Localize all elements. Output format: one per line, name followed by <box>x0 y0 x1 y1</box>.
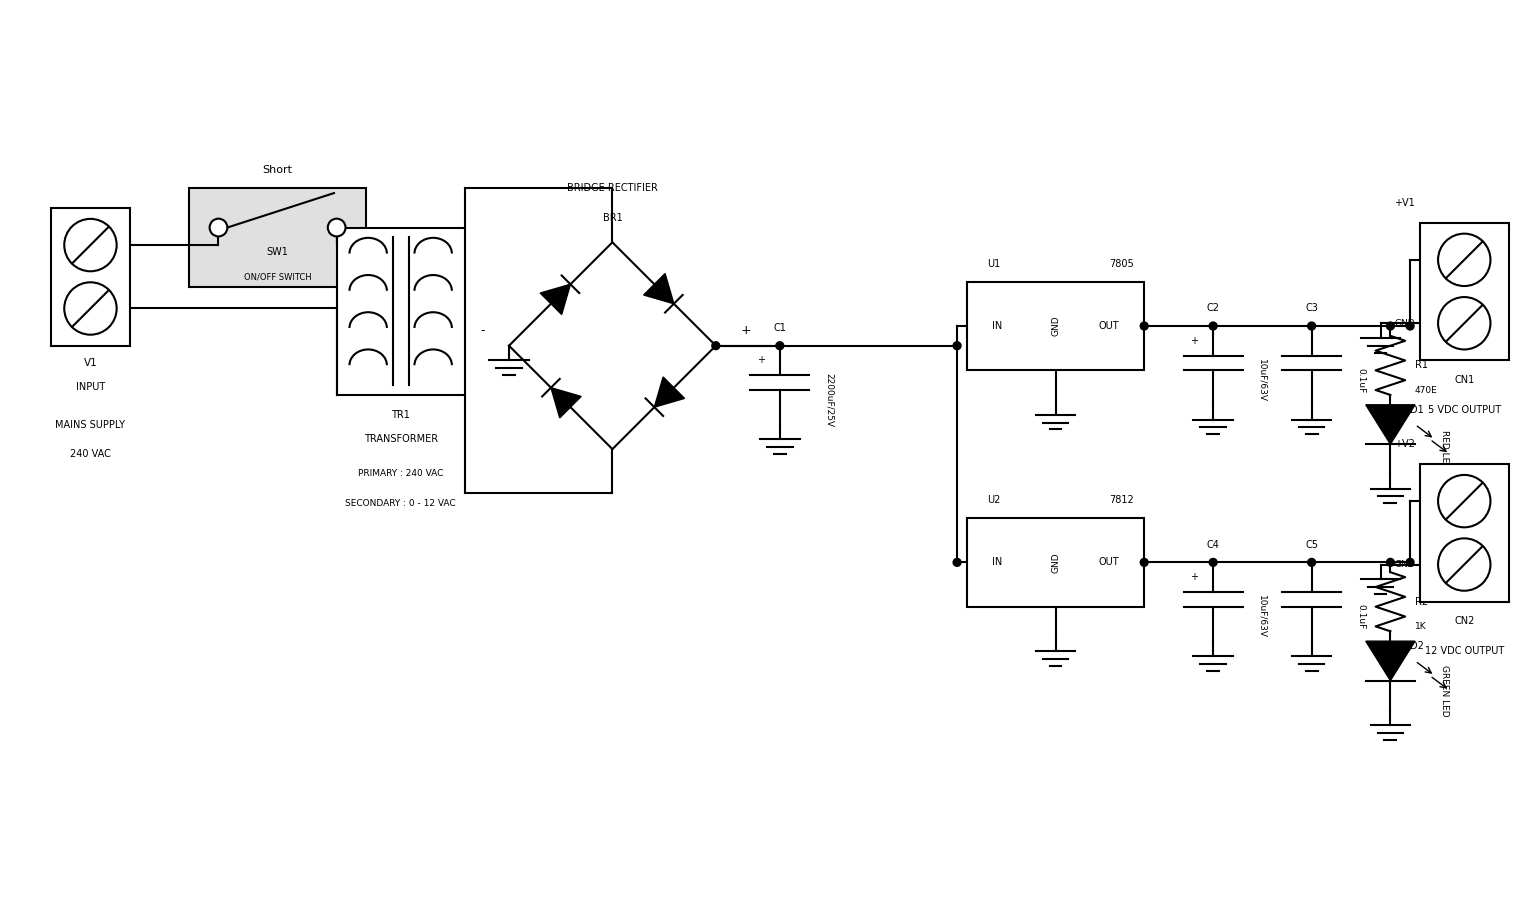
Text: 10uF/63V: 10uF/63V <box>1258 358 1267 401</box>
Text: INPUT: INPUT <box>75 382 104 392</box>
Circle shape <box>711 342 720 350</box>
Circle shape <box>1140 322 1147 330</box>
Text: C4: C4 <box>1207 539 1220 549</box>
Text: 7812: 7812 <box>1109 495 1135 505</box>
Text: TR1: TR1 <box>392 409 410 420</box>
Circle shape <box>65 282 117 335</box>
Text: GND: GND <box>1051 315 1060 336</box>
Text: BRIDGE RECTIFIER: BRIDGE RECTIFIER <box>567 183 657 193</box>
Circle shape <box>209 218 227 237</box>
Text: +V2: +V2 <box>1395 440 1415 449</box>
Text: GND: GND <box>1051 552 1060 573</box>
Text: R2: R2 <box>1415 597 1428 607</box>
Polygon shape <box>1366 405 1415 444</box>
Text: GND: GND <box>1395 319 1415 328</box>
Circle shape <box>1209 322 1217 330</box>
Text: -: - <box>1195 601 1198 611</box>
FancyBboxPatch shape <box>189 188 366 287</box>
Circle shape <box>1307 558 1315 567</box>
Text: -: - <box>762 385 765 395</box>
Text: TRANSFORMER: TRANSFORMER <box>364 434 438 444</box>
Text: OUT: OUT <box>1098 321 1120 331</box>
Text: R1: R1 <box>1415 360 1428 370</box>
Circle shape <box>1438 475 1490 527</box>
Text: U1: U1 <box>986 259 1000 269</box>
Bar <box>968 518 1144 607</box>
Text: OUT: OUT <box>1098 558 1120 568</box>
Text: -: - <box>1195 366 1198 376</box>
Polygon shape <box>551 388 581 418</box>
Text: IN: IN <box>992 558 1001 568</box>
Text: 1K: 1K <box>1415 622 1427 631</box>
Text: +: + <box>1190 572 1198 582</box>
Text: 0.1uF: 0.1uF <box>1356 604 1366 629</box>
Circle shape <box>1438 538 1490 590</box>
Text: ON/OFF SWITCH: ON/OFF SWITCH <box>244 272 312 282</box>
Text: 7805: 7805 <box>1109 259 1135 269</box>
Text: PRIMARY : 240 VAC: PRIMARY : 240 VAC <box>358 469 444 478</box>
Circle shape <box>65 218 117 271</box>
Text: D2: D2 <box>1410 641 1424 651</box>
Text: SW1: SW1 <box>267 247 289 257</box>
Circle shape <box>1438 234 1490 286</box>
Circle shape <box>1140 558 1147 567</box>
Text: D1: D1 <box>1410 405 1424 415</box>
Bar <box>1419 223 1508 360</box>
Text: C3: C3 <box>1306 303 1318 314</box>
Circle shape <box>1405 322 1415 330</box>
Polygon shape <box>644 273 674 303</box>
Circle shape <box>327 218 346 237</box>
Text: -: - <box>479 324 484 337</box>
Text: 470E: 470E <box>1415 386 1438 395</box>
Circle shape <box>776 342 783 350</box>
Bar <box>968 282 1144 370</box>
Bar <box>51 207 131 345</box>
Text: 2200uF/25V: 2200uF/25V <box>825 373 834 427</box>
Text: 0.1uF: 0.1uF <box>1356 367 1366 393</box>
Polygon shape <box>654 377 685 407</box>
Bar <box>1419 464 1508 601</box>
Text: 240 VAC: 240 VAC <box>71 449 111 459</box>
Circle shape <box>1387 322 1395 330</box>
Text: MAINS SUPPLY: MAINS SUPPLY <box>55 420 126 430</box>
Text: Short: Short <box>263 165 292 175</box>
Circle shape <box>1405 558 1415 567</box>
Circle shape <box>1438 297 1490 349</box>
Text: GREEN LED: GREEN LED <box>1441 664 1448 717</box>
Text: 5 VDC OUTPUT: 5 VDC OUTPUT <box>1427 405 1501 415</box>
Text: C1: C1 <box>774 323 786 333</box>
Text: +: + <box>740 324 751 337</box>
Polygon shape <box>1366 641 1415 681</box>
Text: 10uF/63V: 10uF/63V <box>1258 595 1267 638</box>
Text: 12 VDC OUTPUT: 12 VDC OUTPUT <box>1424 646 1504 656</box>
Text: +: + <box>1190 335 1198 345</box>
Circle shape <box>1209 558 1217 567</box>
Text: SECONDARY : 0 - 12 VAC: SECONDARY : 0 - 12 VAC <box>346 499 456 508</box>
Text: U2: U2 <box>986 495 1000 505</box>
Text: C5: C5 <box>1306 539 1318 549</box>
Text: V1: V1 <box>83 358 97 368</box>
Text: GND: GND <box>1395 560 1415 569</box>
Text: BR1: BR1 <box>602 213 622 223</box>
Text: CN1: CN1 <box>1455 375 1475 385</box>
Text: RED LED: RED LED <box>1441 430 1448 469</box>
Circle shape <box>1307 322 1315 330</box>
Text: IN: IN <box>992 321 1001 331</box>
Text: +V1: +V1 <box>1395 198 1415 207</box>
Circle shape <box>954 342 962 350</box>
Text: CN2: CN2 <box>1455 616 1475 626</box>
Circle shape <box>954 558 962 567</box>
Bar <box>336 228 465 395</box>
Text: C2: C2 <box>1207 303 1220 314</box>
Circle shape <box>1387 558 1395 567</box>
Polygon shape <box>541 284 570 314</box>
Text: +: + <box>757 356 765 366</box>
